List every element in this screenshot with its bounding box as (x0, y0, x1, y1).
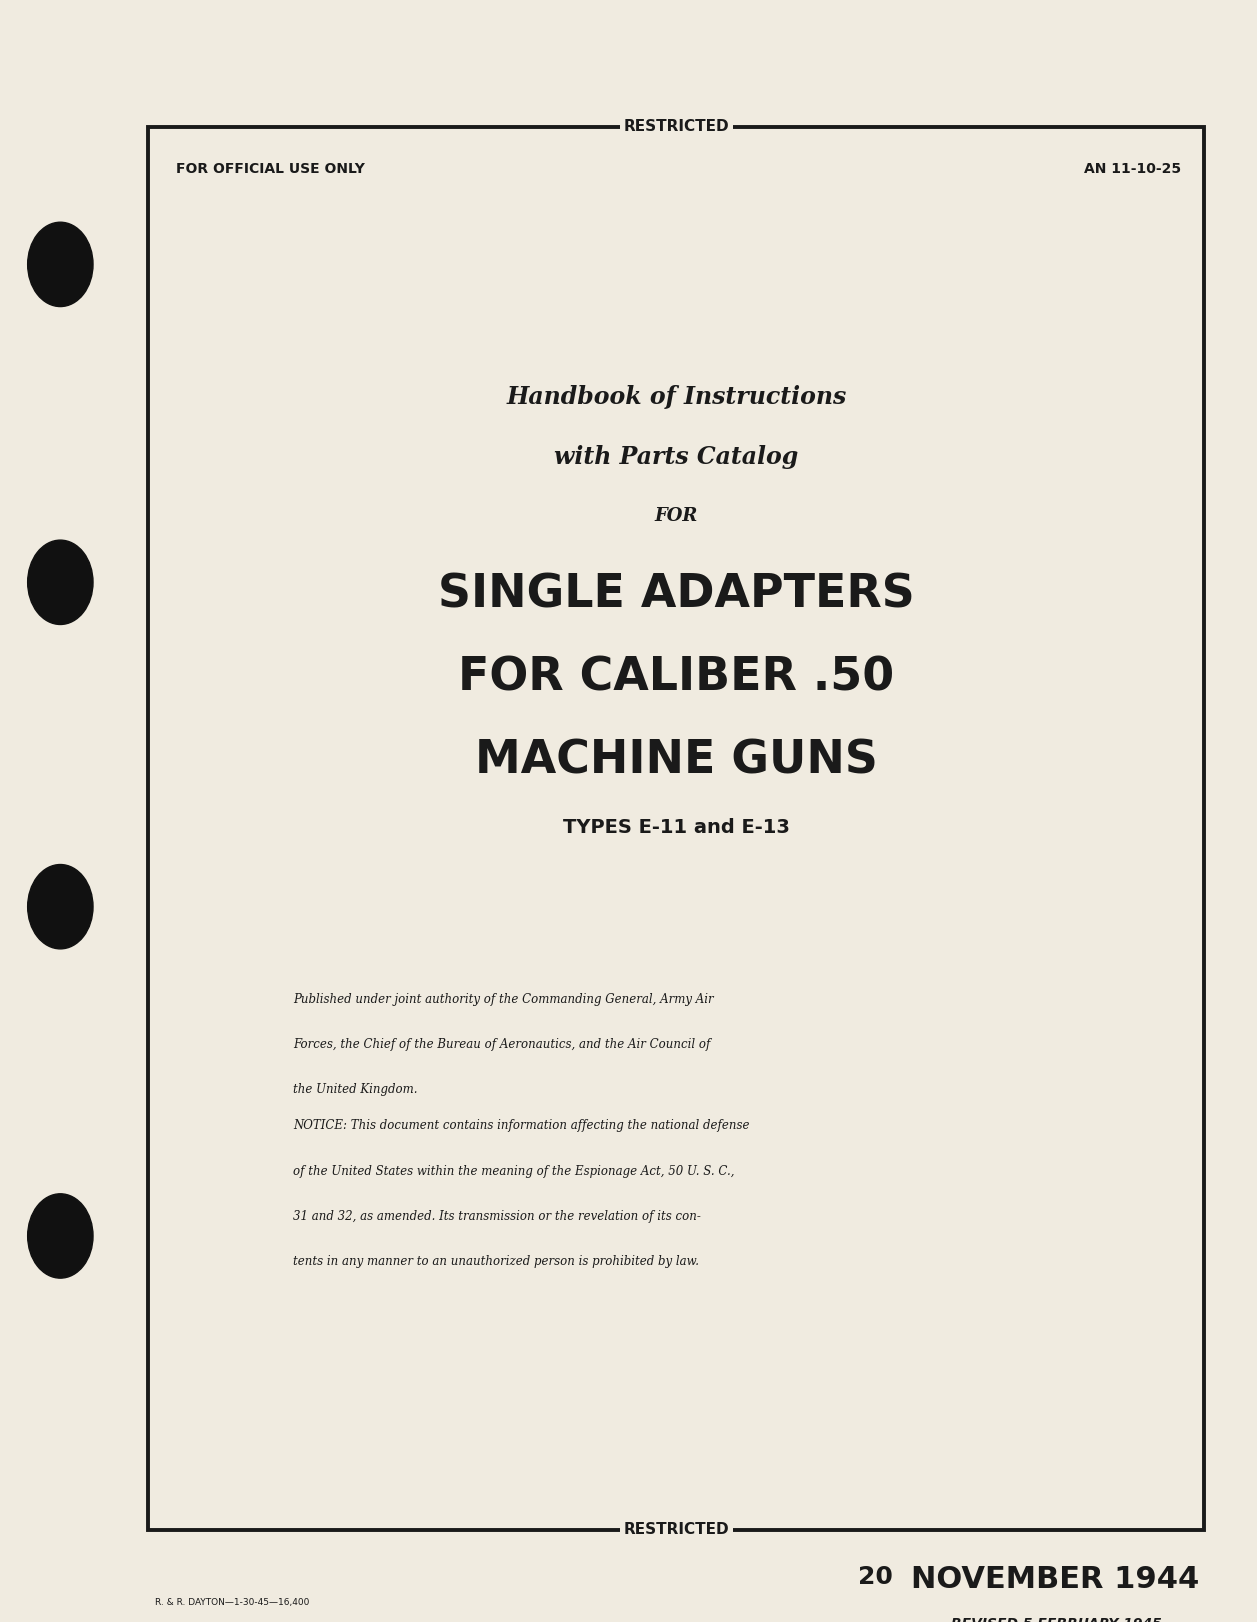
Text: RESTRICTED: RESTRICTED (623, 1521, 729, 1538)
Circle shape (28, 1194, 93, 1278)
Text: AN 11-10-25: AN 11-10-25 (1085, 162, 1182, 177)
Text: tents in any manner to an unauthorized person is prohibited by law.: tents in any manner to an unauthorized p… (293, 1255, 699, 1268)
Text: 20: 20 (857, 1565, 892, 1590)
Text: of the United States within the meaning of the Espionage Act, 50 U. S. C.,: of the United States within the meaning … (293, 1165, 734, 1178)
Text: FOR CALIBER .50: FOR CALIBER .50 (458, 655, 895, 701)
Text: Handbook of Instructions: Handbook of Instructions (507, 386, 846, 409)
Text: Forces, the Chief of the Bureau of Aeronautics, and the Air Council of: Forces, the Chief of the Bureau of Aeron… (293, 1038, 710, 1051)
Circle shape (28, 222, 93, 307)
Text: SINGLE ADAPTERS: SINGLE ADAPTERS (437, 573, 915, 618)
Text: FOR OFFICIAL USE ONLY: FOR OFFICIAL USE ONLY (176, 162, 365, 177)
Text: MACHINE GUNS: MACHINE GUNS (475, 738, 877, 783)
Text: RESTRICTED: RESTRICTED (623, 118, 729, 135)
Text: the United Kingdom.: the United Kingdom. (293, 1083, 417, 1096)
Text: FOR: FOR (655, 506, 698, 526)
Text: Published under joint authority of the Commanding General, Army Air: Published under joint authority of the C… (293, 993, 714, 1006)
Circle shape (28, 865, 93, 949)
Text: NOVEMBER 1944: NOVEMBER 1944 (911, 1565, 1199, 1594)
Text: 31 and 32, as amended. Its transmission or the revelation of its con-: 31 and 32, as amended. Its transmission … (293, 1210, 700, 1223)
Text: NOTICE: This document contains information affecting the national defense: NOTICE: This document contains informati… (293, 1119, 749, 1132)
Text: with Parts Catalog: with Parts Catalog (554, 446, 798, 469)
Circle shape (28, 540, 93, 624)
Text: TYPES E-11 and E-13: TYPES E-11 and E-13 (563, 817, 789, 837)
Bar (148, 127, 1204, 1530)
Text: R. & R. DAYTON—1-30-45—16,400: R. & R. DAYTON—1-30-45—16,400 (155, 1598, 309, 1607)
Text: REVISED 5 FEBRUARY 1945: REVISED 5 FEBRUARY 1945 (950, 1617, 1161, 1622)
